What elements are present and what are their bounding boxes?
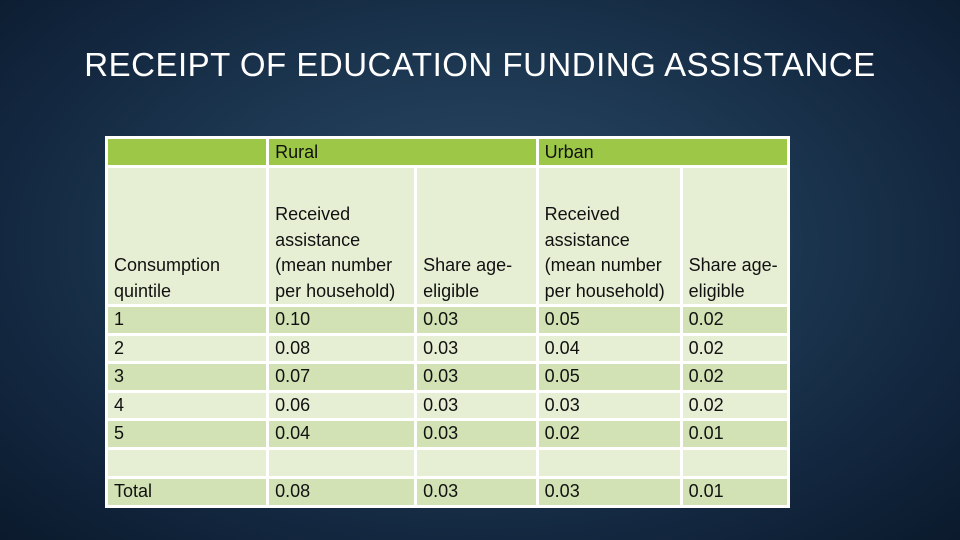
spacer-cell [108,449,267,476]
group-header-empty [108,139,267,165]
urban-received-cell: 0.03 [538,392,680,418]
rural-received-cell: 0.07 [269,364,415,390]
quintile-cell: 2 [108,335,267,361]
rural-received-cell: 0.04 [269,421,415,447]
slide-title: RECEIPT OF EDUCATION FUNDING ASSISTANCE [84,46,876,83]
urban-received-cell: 0.04 [538,335,680,361]
group-header-urban: Urban [538,139,787,165]
urban-share-cell: 0.02 [682,335,787,361]
column-header-quintile: Consumption quintile [108,168,267,304]
quintile-cell: 5 [108,421,267,447]
column-header-rural-share: Share age-eligible [417,168,536,304]
urban-share-cell: 0.02 [682,307,787,333]
urban-received-cell: 0.02 [538,421,680,447]
group-header-rural: Rural [269,139,536,165]
rural-share-cell: 0.03 [417,364,536,390]
urban-received-cell: 0.05 [538,307,680,333]
table-row: 3 0.07 0.03 0.05 0.02 [108,364,787,390]
total-urban-share-cell: 0.01 [682,478,787,505]
spacer-row [108,449,787,476]
rural-received-cell: 0.06 [269,392,415,418]
table-row: 2 0.08 0.03 0.04 0.02 [108,335,787,361]
spacer-cell [538,449,680,476]
total-row: Total 0.08 0.03 0.03 0.01 [108,478,787,505]
total-rural-received-cell: 0.08 [269,478,415,505]
urban-received-cell: 0.05 [538,364,680,390]
column-header-row: Consumption quintile Received assistance… [108,168,787,304]
rural-share-cell: 0.03 [417,421,536,447]
urban-share-cell: 0.01 [682,421,787,447]
group-header-row: Rural Urban [108,139,787,165]
rural-share-cell: 0.03 [417,335,536,361]
spacer-cell [269,449,415,476]
quintile-cell: 1 [108,307,267,333]
spacer-cell [417,449,536,476]
rural-received-cell: 0.10 [269,307,415,333]
table-row: 1 0.10 0.03 0.05 0.02 [108,307,787,333]
total-urban-received-cell: 0.03 [538,478,680,505]
column-header-urban-share: Share age-eligible [682,168,787,304]
urban-share-cell: 0.02 [682,364,787,390]
urban-share-cell: 0.02 [682,392,787,418]
table-row: 4 0.06 0.03 0.03 0.02 [108,392,787,418]
rural-share-cell: 0.03 [417,307,536,333]
rural-received-cell: 0.08 [269,335,415,361]
quintile-cell: 4 [108,392,267,418]
spacer-cell [682,449,787,476]
funding-table: Rural Urban Consumption quintile Receive… [105,136,790,508]
table-row: 5 0.04 0.03 0.02 0.01 [108,421,787,447]
rural-share-cell: 0.03 [417,392,536,418]
column-header-urban-received: Received assistance (mean number per hou… [538,168,680,304]
quintile-cell: 3 [108,364,267,390]
total-label-cell: Total [108,478,267,505]
total-rural-share-cell: 0.03 [417,478,536,505]
column-header-rural-received: Received assistance (mean number per hou… [269,168,415,304]
